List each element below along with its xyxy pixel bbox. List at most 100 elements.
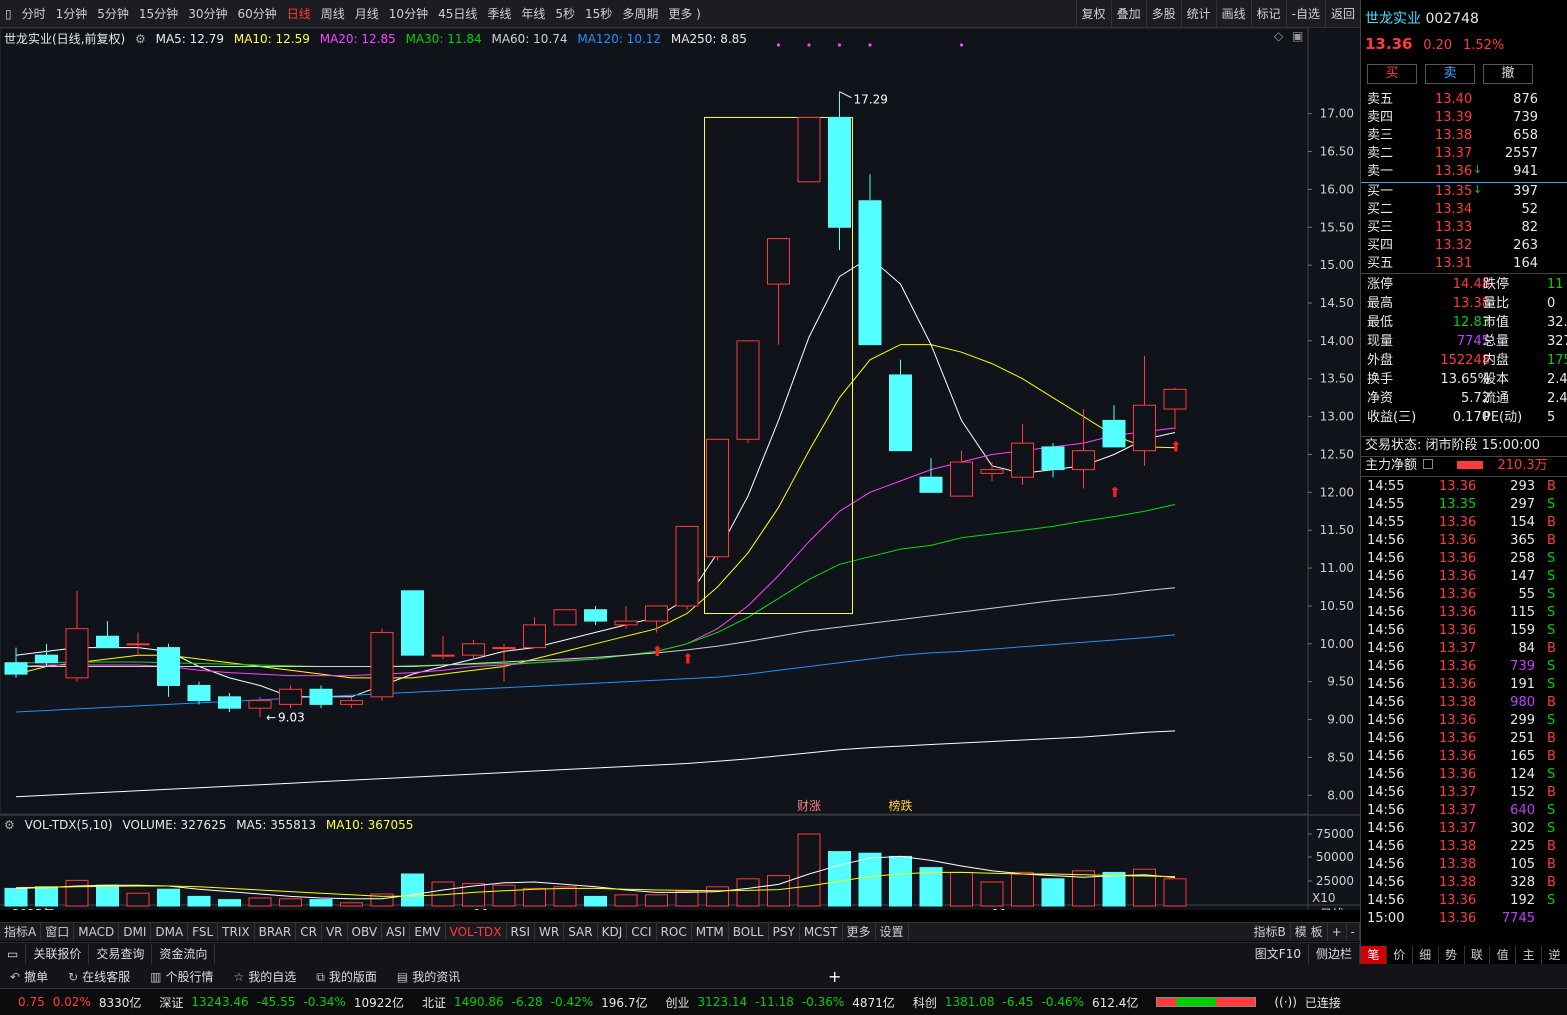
vol-settings-icon[interactable]: ⚙ bbox=[4, 818, 15, 832]
indicator-tab-21[interactable]: BOLL bbox=[729, 923, 769, 941]
toolbar-menu-icon[interactable]: ▯ bbox=[5, 6, 12, 21]
indicator-tab-9[interactable]: VR bbox=[322, 923, 348, 941]
period-tab-9[interactable]: 10分钟 bbox=[388, 6, 429, 21]
candle bbox=[35, 643, 58, 907]
period-tab-11[interactable]: 季线 bbox=[487, 6, 512, 21]
indicator-right-0[interactable]: 指标B bbox=[1250, 923, 1291, 941]
stat-key: 内盘 bbox=[1483, 353, 1510, 368]
tool-button-3[interactable]: 统计 bbox=[1180, 0, 1216, 28]
volume-bar bbox=[401, 873, 424, 907]
tick-side: B bbox=[1547, 695, 1556, 710]
period-tab-0[interactable]: 分时 bbox=[21, 6, 46, 21]
period-tab-8[interactable]: 月线 bbox=[354, 6, 379, 21]
cy-name[interactable]: 创业 bbox=[665, 995, 690, 1010]
quote-tab-0[interactable]: 笔 bbox=[1361, 946, 1387, 964]
bz-name[interactable]: 北证 bbox=[422, 995, 447, 1010]
bottom-action-0[interactable]: ↶ 撤单 bbox=[0, 968, 58, 985]
indicator-tab-11[interactable]: ASI bbox=[382, 923, 411, 941]
kc-name[interactable]: 科创 bbox=[912, 995, 937, 1010]
tick-time: 14:56 bbox=[1367, 767, 1405, 782]
period-tab-16[interactable]: 更多 ) bbox=[668, 6, 701, 21]
bottom-action-3[interactable]: ☆ 我的自选 bbox=[224, 968, 307, 985]
period-tab-3[interactable]: 15分钟 bbox=[138, 6, 179, 21]
period-tab-10[interactable]: 45日线 bbox=[438, 6, 478, 21]
candle bbox=[4, 647, 28, 907]
bottom-tab-0[interactable]: 关联报价 bbox=[26, 943, 90, 964]
candle-body bbox=[675, 525, 699, 607]
indicator-tab-4[interactable]: DMA bbox=[151, 923, 189, 941]
indicator-tab-14[interactable]: RSI bbox=[507, 923, 536, 941]
quote-tab-5[interactable]: 值 bbox=[1490, 946, 1517, 964]
indicator-tab-8[interactable]: CR bbox=[296, 923, 322, 941]
bottom-right-1[interactable]: 侧边栏 bbox=[1309, 943, 1360, 964]
kline-chart-svg[interactable]: 17.00 16.50 16.00 15.50 15.00 14.50 14.00 13.50… bbox=[0, 28, 1360, 910]
period-tab-7[interactable]: 周线 bbox=[320, 6, 345, 21]
indicator-tab-25[interactable]: 设置 bbox=[876, 923, 909, 941]
indicator-tab-5[interactable]: FSL bbox=[188, 923, 219, 941]
period-tab-5[interactable]: 60分钟 bbox=[237, 6, 277, 21]
indicator-tab-16[interactable]: SAR bbox=[564, 923, 598, 941]
bottom-menu-icon[interactable]: ▭ bbox=[0, 943, 27, 964]
tool-button-0[interactable]: 复权 bbox=[1075, 0, 1111, 28]
indicator-right-3[interactable]: - bbox=[1347, 923, 1360, 941]
bottom-tab-2[interactable]: 资金流向 bbox=[152, 943, 216, 964]
indicator-tab-22[interactable]: PSY bbox=[769, 923, 800, 941]
tool-button-4[interactable]: 画线 bbox=[1215, 0, 1251, 28]
tool-button-5[interactable]: 标记 bbox=[1250, 0, 1286, 28]
quote-tab-7[interactable]: 逆 bbox=[1542, 946, 1567, 964]
indicator-tab-0[interactable]: 指标A bbox=[0, 923, 42, 941]
cancel-order-button[interactable]: 撤 bbox=[1483, 64, 1533, 84]
tick-side: B bbox=[1547, 479, 1556, 494]
cy-pct: -0.36% bbox=[801, 995, 845, 1009]
quote-tab-3[interactable]: 势 bbox=[1439, 946, 1465, 964]
indicator-right-2[interactable]: + bbox=[1328, 923, 1347, 941]
sh-amount: 8330亿 bbox=[98, 995, 142, 1010]
tool-button-1[interactable]: 叠加 bbox=[1110, 0, 1146, 28]
indicator-tab-7[interactable]: BRAR bbox=[255, 923, 297, 941]
indicator-tab-12[interactable]: EMV bbox=[410, 923, 446, 941]
period-tab-14[interactable]: 15秒 bbox=[585, 6, 613, 21]
quote-tab-6[interactable]: 主 bbox=[1516, 946, 1543, 964]
bid-label: 买五 bbox=[1367, 256, 1394, 271]
kline-chart-area[interactable]: 17.00 16.50 16.00 15.50 15.00 14.50 14.00 13.50… bbox=[0, 28, 1360, 910]
indicator-tab-17[interactable]: KDJ bbox=[598, 923, 628, 941]
quote-tab-1[interactable]: 价 bbox=[1387, 946, 1413, 964]
bottom-action-1[interactable]: ↻ 在线客服 bbox=[58, 968, 140, 985]
period-tab-6[interactable]: 日线 bbox=[286, 6, 311, 21]
indicator-tab-19[interactable]: ROC bbox=[657, 923, 692, 941]
indicator-tab-24[interactable]: 更多 bbox=[843, 923, 876, 941]
period-tab-4[interactable]: 30分钟 bbox=[188, 6, 228, 21]
tool-button-6[interactable]: -自选 bbox=[1285, 0, 1325, 28]
indicator-tab-2[interactable]: MACD bbox=[74, 923, 120, 941]
indicator-tab-23[interactable]: MCST bbox=[800, 923, 843, 941]
period-tab-13[interactable]: 5秒 bbox=[555, 6, 576, 21]
quote-tab-2[interactable]: 细 bbox=[1413, 946, 1439, 964]
settings-icon[interactable]: ⚙ bbox=[135, 32, 146, 46]
sz-name[interactable]: 深证 bbox=[159, 995, 184, 1010]
quote-tab-4[interactable]: 联 bbox=[1465, 946, 1491, 964]
indicator-tab-6[interactable]: TRIX bbox=[218, 923, 255, 941]
indicator-tab-20[interactable]: MTM bbox=[692, 923, 729, 941]
period-tab-12[interactable]: 年线 bbox=[521, 6, 546, 21]
bottom-action-4[interactable]: ⧉ 我的版面 bbox=[306, 968, 387, 985]
bottom-tab-1[interactable]: 交易查询 bbox=[89, 943, 153, 964]
bottom-action-2[interactable]: ▥ 个股行情 bbox=[140, 968, 223, 985]
bottom-right-0[interactable]: 图文F10 bbox=[1248, 943, 1309, 964]
indicator-tab-1[interactable]: 窗口 bbox=[41, 923, 75, 941]
tool-button-2[interactable]: 多股 bbox=[1145, 0, 1181, 28]
period-tab-15[interactable]: 多周期 bbox=[622, 6, 659, 21]
indicator-tab-10[interactable]: OBV bbox=[348, 923, 383, 941]
buy-button[interactable]: 买 bbox=[1367, 64, 1417, 84]
period-tab-2[interactable]: 5分钟 bbox=[97, 6, 129, 21]
indicator-tab-18[interactable]: CCI bbox=[627, 923, 657, 941]
tool-button-7[interactable]: 返回 bbox=[1324, 0, 1360, 28]
indicator-tab-3[interactable]: DMI bbox=[119, 923, 152, 941]
period-tab-1[interactable]: 1分钟 bbox=[55, 6, 88, 21]
add-icon[interactable]: + bbox=[828, 966, 842, 986]
sell-button[interactable]: 卖 bbox=[1425, 64, 1475, 84]
indicator-tab-15[interactable]: WR bbox=[535, 923, 565, 941]
bottom-action-5[interactable]: ▤ 我的资讯 bbox=[387, 968, 470, 985]
indicator-tab-13[interactable]: VOL-TDX bbox=[446, 923, 507, 941]
bid-row: 买四 13.32 263 bbox=[1361, 237, 1567, 255]
indicator-right-1[interactable]: 模 板 bbox=[1291, 923, 1328, 941]
